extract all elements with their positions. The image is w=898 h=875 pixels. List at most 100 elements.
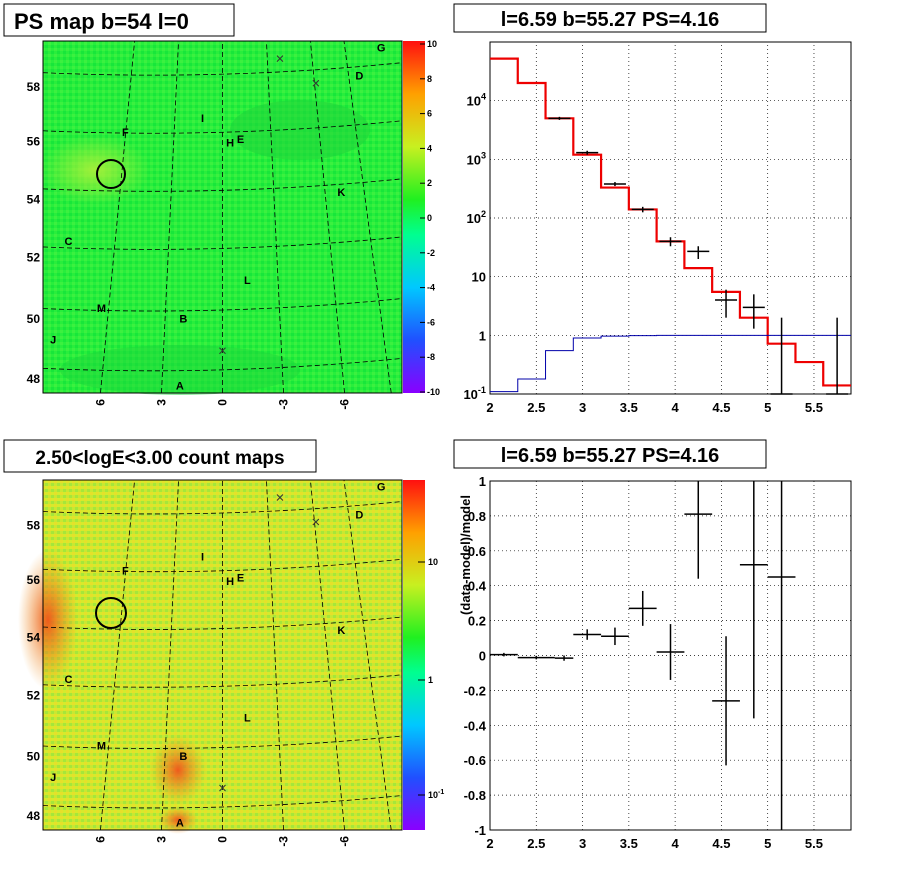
latitude-line bbox=[42, 62, 403, 76]
source-label: B bbox=[179, 751, 187, 763]
y-tick-label: 0.4 bbox=[468, 579, 487, 594]
colorbar-label: 8 bbox=[427, 74, 432, 84]
title-box bbox=[3, 439, 317, 473]
x-tick-label: 4.5 bbox=[712, 400, 730, 415]
colorbar-label: 10 bbox=[427, 39, 437, 49]
latitude-tick-label: 48 bbox=[27, 809, 41, 823]
latitude-tick-label: 48 bbox=[27, 372, 41, 386]
colorbar-label: 1 bbox=[428, 675, 433, 685]
longitude-tick-label: 6 bbox=[93, 836, 107, 843]
y-axis-label: (data-model)/model bbox=[458, 495, 473, 615]
x-tick-label: 4 bbox=[672, 400, 680, 415]
longitude-line bbox=[161, 40, 179, 394]
source-label: M bbox=[97, 303, 106, 315]
longitude-line bbox=[100, 479, 136, 831]
source-label: E bbox=[237, 134, 244, 146]
longitude-tick-label: 3 bbox=[154, 836, 168, 843]
colorbar-label: -6 bbox=[427, 317, 435, 327]
source-label: H bbox=[226, 138, 234, 150]
x-tick-label: 5 bbox=[764, 836, 771, 851]
source-label: L bbox=[244, 713, 251, 725]
source-label: J bbox=[50, 772, 56, 784]
source-label: A bbox=[176, 380, 184, 392]
longitude-tick-label: 0 bbox=[216, 836, 230, 843]
longitude-tick-label: 3 bbox=[154, 399, 168, 406]
y-tick-label: 0 bbox=[479, 649, 486, 664]
x-tick-label: 3.5 bbox=[620, 400, 638, 415]
longitude-line bbox=[266, 40, 284, 394]
marker-cross bbox=[276, 55, 284, 62]
latitude-line bbox=[42, 674, 403, 688]
x-tick-label: 3.5 bbox=[620, 836, 638, 851]
y-tick-label: 0.2 bbox=[468, 614, 486, 629]
panel-title: PS map b=54 l=0 bbox=[14, 9, 189, 34]
latitude-tick-label: 56 bbox=[27, 573, 41, 587]
y-tick-label: -0.6 bbox=[464, 753, 486, 768]
background-histogram bbox=[490, 334, 851, 393]
colorbar-label: 6 bbox=[427, 109, 432, 119]
residual-panel: l=6.59 b=55.27 PS=4.16 2 2.5 3 3.5 4 4.5 5 5.5 1… bbox=[453, 439, 852, 851]
longitude-tick-label: -6 bbox=[338, 399, 352, 410]
colorbar bbox=[403, 480, 425, 830]
colorbar-label: 10-1 bbox=[428, 789, 444, 800]
source-circle bbox=[96, 159, 126, 189]
y-tick-label: 104 bbox=[466, 92, 486, 109]
source-label: B bbox=[179, 314, 187, 326]
longitude-tick-label: 6 bbox=[93, 399, 107, 406]
y-tick-label: 1 bbox=[479, 474, 486, 489]
latitude-tick-label: 58 bbox=[27, 80, 41, 94]
x-tick-label: 2 bbox=[486, 400, 493, 415]
longitude-line bbox=[309, 40, 345, 394]
marker-cross bbox=[312, 518, 320, 526]
latitude-tick-label: 54 bbox=[27, 192, 41, 206]
x-tick-label: 4.5 bbox=[712, 836, 730, 851]
source-label: C bbox=[65, 236, 73, 248]
x-tick-label: 2 bbox=[486, 836, 493, 851]
source-label: D bbox=[355, 510, 363, 522]
source-circle bbox=[95, 597, 127, 629]
y-tick-label: -0.8 bbox=[464, 788, 486, 803]
source-label: E bbox=[237, 573, 244, 585]
marker-cross bbox=[276, 494, 284, 501]
y-tick-label: 102 bbox=[466, 209, 486, 226]
longitude-line bbox=[266, 479, 284, 831]
source-label: F bbox=[122, 566, 129, 578]
source-label: G bbox=[377, 43, 386, 55]
colorbar-label: 4 bbox=[427, 143, 432, 153]
longitude-tick-label: -6 bbox=[338, 836, 352, 847]
x-tick-label: 3 bbox=[579, 836, 586, 851]
title-box bbox=[453, 3, 767, 33]
source-label: D bbox=[355, 71, 363, 83]
source-label: I bbox=[201, 552, 204, 564]
longitude-line bbox=[161, 479, 179, 831]
colorbar-label: -2 bbox=[427, 248, 435, 258]
latitude-line bbox=[42, 501, 403, 515]
y-tick-label: 0.8 bbox=[468, 509, 486, 524]
panel-title: 2.50<logE<3.00 count maps bbox=[35, 448, 284, 469]
longitude-line bbox=[309, 479, 345, 831]
latitude-tick-label: 52 bbox=[27, 688, 41, 702]
longitude-line bbox=[100, 40, 136, 394]
latitude-tick-label: 50 bbox=[27, 312, 41, 326]
source-label: K bbox=[337, 187, 345, 199]
x-tick-label: 4 bbox=[672, 836, 680, 851]
longitude-line bbox=[343, 40, 392, 394]
y-tick-label: 0.6 bbox=[468, 544, 486, 559]
x-tick-label: 5.5 bbox=[805, 400, 823, 415]
y-tick-label: -0.4 bbox=[464, 718, 487, 733]
latitude-tick-label: 58 bbox=[27, 519, 41, 533]
colorbar bbox=[403, 41, 425, 393]
spectrum-panel: l=6.59 b=55.27 PS=4.16 2 2.5 3 3.5 4 4.5 5 5.5 1… bbox=[453, 3, 852, 415]
longitude-tick-label: -3 bbox=[277, 836, 291, 847]
source-label: J bbox=[50, 335, 56, 347]
y-tick-label: 10-1 bbox=[463, 385, 486, 402]
colorbar-label: 10 bbox=[428, 557, 438, 567]
panel-title: l=6.59 b=55.27 PS=4.16 bbox=[501, 9, 720, 31]
x-tick-label: 2.5 bbox=[527, 836, 545, 851]
longitude-tick-label: -3 bbox=[277, 399, 291, 410]
x-tick-label: 5.5 bbox=[805, 836, 823, 851]
source-label: L bbox=[244, 275, 251, 287]
latitude-line bbox=[42, 357, 403, 372]
x-tick-label: 2.5 bbox=[527, 400, 545, 415]
